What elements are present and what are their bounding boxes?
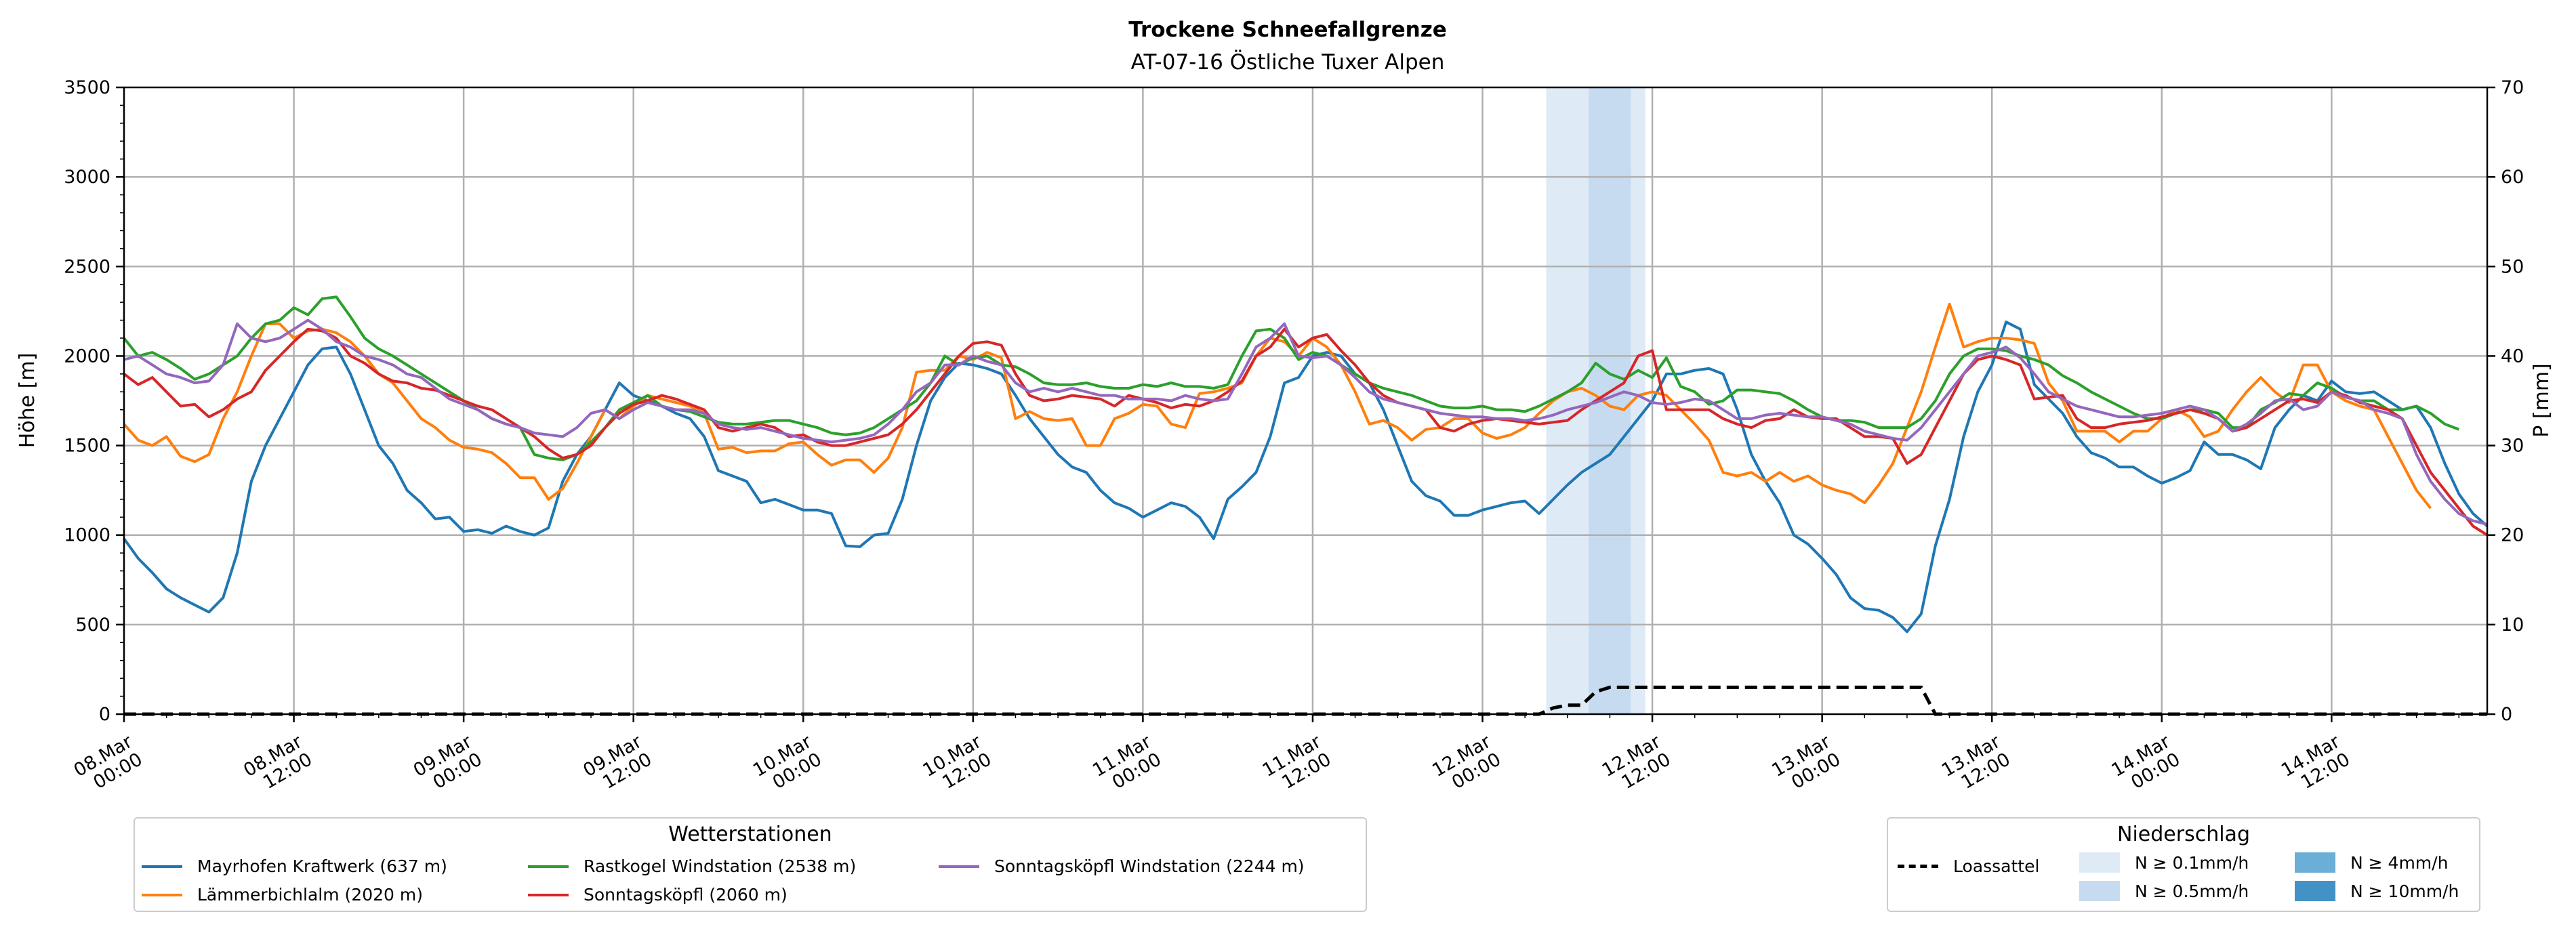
y-axis-label-right: P [mm] [2530, 363, 2554, 437]
loassattel-line [124, 685, 2487, 716]
legend-item: Mayrhofen Kraftwerk (637 m) [142, 856, 447, 876]
y-axis-label: Höhe [m] [16, 353, 39, 449]
legend-item: N ≥ 0.5mm/h [2079, 881, 2249, 901]
y-tick-label: 1000 [64, 525, 110, 546]
precip-band [1631, 87, 1645, 714]
precipitation-bands [1546, 87, 1645, 714]
x-tick-label: 09.Mar12:00 [579, 731, 656, 799]
legend-item: Rastkogel Windstation (2538 m) [528, 856, 856, 876]
y-right-tick-label: 30 [2501, 436, 2524, 457]
legend-swatch [2295, 881, 2335, 901]
x-tick-label: 11.Mar12:00 [1259, 731, 1336, 799]
legend-swatch [142, 865, 182, 868]
legend-swatch [142, 893, 182, 896]
legend-label: Rastkogel Windstation (2538 m) [584, 856, 857, 876]
legend-label: N ≥ 10mm/h [2350, 881, 2459, 901]
legend-swatch [2295, 852, 2335, 873]
y-right-tick-label: 10 [2501, 615, 2524, 636]
loassattel-line-group [124, 685, 2487, 716]
chart-title: Trockene Schneefallgrenze [1128, 18, 1447, 42]
x-tick-label: 08.Mar00:00 [70, 731, 147, 799]
x-tick-label: 10.Mar12:00 [920, 731, 996, 799]
legend-swatch [939, 865, 979, 868]
legend-item: Sonntagsköpfl Windstation (2244 m) [939, 856, 1305, 876]
legend-item: N ≥ 10mm/h [2295, 881, 2459, 901]
series-lines [123, 295, 2489, 634]
x-tick-label: 10.Mar00:00 [750, 731, 826, 799]
legend-label: Mayrhofen Kraftwerk (637 m) [197, 856, 447, 876]
legend-item: Sonntagsköpfl (2060 m) [528, 885, 788, 905]
x-tick-label: 08.Mar12:00 [240, 731, 316, 799]
legend-label: Sonntagsköpfl Windstation (2244 m) [994, 856, 1305, 876]
chart-subtitle: AT-07-16 Östliche Tuxer Alpen [1131, 49, 1445, 75]
grid-lines [124, 87, 2487, 714]
y-tick-label: 0 [99, 704, 110, 725]
legend-label: N ≥ 0.1mm/h [2135, 852, 2249, 873]
legend-precip-title: Niederschlag [2117, 823, 2250, 846]
x-tick-label: 12.Mar12:00 [1599, 731, 1675, 799]
y-right-tick-label: 40 [2501, 346, 2524, 367]
y-right-tick-label: 0 [2501, 704, 2512, 725]
x-tick-label: 13.Mar00:00 [1768, 731, 1845, 799]
y-tick-label: 1500 [64, 436, 110, 457]
legend-item: N ≥ 4mm/h [2295, 852, 2448, 873]
legend-item: Loassattel [1898, 856, 2039, 876]
legend-swatch [528, 893, 569, 896]
legend-precipitation: Niederschlag Loassattel N ≥ 0.1mm/h N ≥ … [1887, 817, 2480, 912]
plot-frame [123, 86, 2489, 716]
y-tick-label: 2000 [64, 346, 110, 367]
legend-item: Lämmerbichlalm (2020 m) [142, 885, 423, 905]
y-right-tick-label: 50 [2501, 256, 2524, 277]
x-tick-label: 14.Mar00:00 [2108, 731, 2184, 799]
x-tick-label: 13.Mar12:00 [1938, 731, 2015, 799]
legend-swatch [528, 865, 569, 868]
y-right-tick-label: 60 [2501, 167, 2524, 188]
legend-swatch [1898, 865, 1938, 868]
legend-label: Sonntagsköpfl (2060 m) [584, 885, 788, 905]
axis-ticks: 0 500 1000 1500 2000 2500 3000 3500 0 10 20 30 40 50 6… [64, 77, 2524, 799]
y-right-tick-label: 20 [2501, 525, 2524, 546]
y-right-tick-label: 70 [2501, 77, 2524, 98]
y-tick-label: 500 [75, 615, 110, 636]
y-tick-label: 3000 [64, 167, 110, 188]
y-tick-label: 3500 [64, 77, 110, 98]
legend-swatch [2079, 881, 2120, 901]
legend-label: N ≥ 0.5mm/h [2135, 881, 2249, 901]
x-tick-label: 11.Mar00:00 [1089, 731, 1166, 799]
x-tick-label: 14.Mar12:00 [2278, 731, 2354, 799]
y-tick-label: 2500 [64, 256, 110, 277]
legend-label: Lämmerbichlalm (2020 m) [197, 885, 423, 905]
legend-stations: Wetterstationen Mayrhofen Kraftwerk (637… [134, 817, 1367, 912]
legend-swatch [2079, 852, 2120, 873]
legend-label: N ≥ 4mm/h [2350, 852, 2449, 873]
x-tick-label: 12.Mar00:00 [1429, 731, 1505, 799]
x-tick-label: 09.Mar00:00 [410, 731, 487, 799]
legend-item: N ≥ 0.1mm/h [2079, 852, 2249, 873]
legend-label: Loassattel [1953, 856, 2040, 876]
legend-stations-title: Wetterstationen [668, 823, 832, 846]
series-line-mayrhofen-kraftwerk-637-m [123, 320, 2489, 634]
series-line-sonntagsk-pfl-windstation-2244-m [123, 318, 2488, 526]
